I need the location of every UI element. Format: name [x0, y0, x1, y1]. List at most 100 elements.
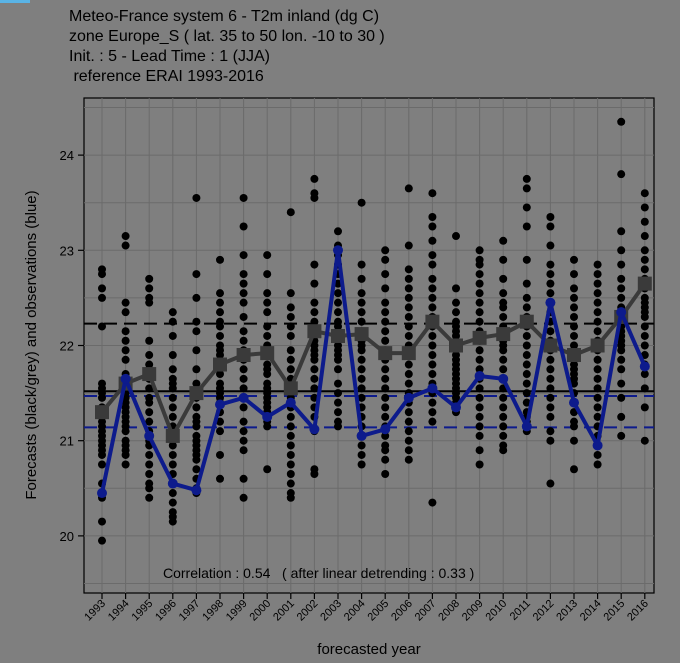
member-point-2004 — [357, 355, 366, 364]
member-point-2005 — [381, 470, 390, 479]
member-point-1998 — [216, 308, 224, 317]
member-point-2003 — [334, 322, 342, 331]
member-point-2016 — [640, 322, 649, 331]
member-point-2009 — [475, 260, 484, 269]
member-point-2003 — [334, 308, 342, 317]
x-tick-label: 2010 — [484, 598, 510, 624]
member-point-2009 — [475, 246, 484, 255]
member-point-2003 — [334, 422, 342, 431]
member-point-2011 — [522, 174, 531, 183]
member-point-1994 — [121, 241, 130, 250]
x-tick-label: 2014 — [578, 598, 604, 624]
chart-title: Meteo-France system 6 - T2m inland (dg C… — [69, 8, 385, 85]
reference-lines — [84, 322, 654, 429]
member-point-1999 — [239, 298, 248, 307]
y-axis-label: Forecasts (black/grey) and observations … — [23, 190, 40, 499]
member-point-2006 — [404, 265, 413, 274]
member-point-1995 — [145, 336, 154, 345]
member-point-2009 — [475, 270, 484, 279]
member-point-1999 — [239, 193, 248, 202]
member-point-2001 — [286, 365, 295, 374]
member-point-2008 — [452, 284, 460, 293]
member-point-2014 — [593, 450, 602, 459]
x-tick-label: 2016 — [625, 598, 651, 624]
member-point-2012 — [546, 279, 555, 288]
member-point-2016 — [640, 403, 649, 412]
member-point-2007 — [428, 417, 437, 426]
member-point-2012 — [546, 374, 555, 383]
series-marker-1995 — [142, 367, 157, 382]
member-point-2011 — [522, 360, 531, 369]
member-point-2003 — [334, 398, 342, 407]
member-point-2011 — [522, 389, 531, 398]
series-marker-2008 — [449, 338, 463, 353]
member-point-2011 — [522, 279, 531, 288]
member-point-2011 — [522, 293, 531, 302]
member-point-1999 — [239, 289, 248, 298]
member-point-2012 — [546, 365, 555, 374]
member-point-2012 — [546, 327, 555, 336]
member-point-2003 — [334, 365, 342, 374]
series-marker-2014 — [590, 338, 605, 353]
y-tick-label: 23 — [60, 243, 74, 258]
member-point-2013 — [570, 284, 578, 293]
series-marker-1998 — [215, 399, 225, 410]
member-point-2014 — [593, 355, 602, 364]
title-line-4: reference ERAI 1993-2016 — [69, 68, 264, 85]
member-point-2001 — [286, 422, 295, 431]
member-point-2001 — [286, 493, 295, 502]
member-point-2016 — [640, 436, 649, 445]
member-point-2007 — [428, 251, 437, 260]
member-point-2004 — [357, 365, 366, 374]
member-point-2005 — [381, 336, 390, 345]
member-point-1994 — [121, 450, 130, 459]
series-marker-2011 — [521, 421, 532, 432]
member-point-2001 — [286, 450, 295, 459]
member-point-2002 — [310, 470, 319, 479]
x-tick-label: 2015 — [602, 598, 628, 624]
series-marker-1999 — [236, 348, 251, 363]
member-point-1996 — [168, 365, 177, 374]
member-point-1996 — [168, 403, 177, 412]
member-point-1997 — [192, 455, 201, 464]
member-point-2000 — [263, 465, 272, 474]
member-point-1994 — [121, 298, 130, 307]
member-point-1999 — [239, 222, 248, 231]
member-point-1995 — [145, 298, 154, 307]
series-marker-2000 — [262, 411, 273, 422]
member-point-2012 — [546, 427, 555, 436]
member-point-1998 — [216, 298, 224, 307]
member-point-2005 — [381, 308, 390, 317]
member-point-2003 — [334, 389, 342, 398]
member-point-1999 — [239, 365, 248, 374]
x-tick-label: 1995 — [130, 598, 156, 624]
member-point-2014 — [593, 393, 602, 402]
member-point-2004 — [357, 198, 366, 207]
member-point-2006 — [404, 284, 413, 293]
member-point-2005 — [381, 298, 390, 307]
member-point-2002 — [310, 365, 319, 374]
member-point-2013 — [570, 331, 578, 340]
member-point-2010 — [499, 431, 508, 440]
member-point-2005 — [381, 403, 390, 412]
y-tick-label: 24 — [60, 148, 74, 163]
member-point-2014 — [593, 374, 602, 383]
member-point-1994 — [121, 355, 130, 364]
member-point-2015 — [617, 227, 626, 236]
member-point-2001 — [286, 441, 295, 450]
series-marker-2016 — [639, 361, 650, 372]
x-tick-label: 2009 — [460, 598, 486, 624]
member-point-1995 — [145, 484, 154, 493]
member-point-1999 — [239, 436, 248, 445]
member-point-2003 — [334, 289, 342, 298]
x-tick-label: 2000 — [248, 598, 274, 624]
member-point-2016 — [640, 341, 649, 350]
member-point-2010 — [499, 236, 508, 245]
member-point-2001 — [286, 289, 295, 298]
member-point-2009 — [475, 317, 484, 326]
member-point-2001 — [286, 346, 295, 355]
member-point-2010 — [499, 393, 508, 402]
member-point-2013 — [570, 465, 578, 474]
member-point-1998 — [216, 474, 224, 483]
member-point-2007 — [428, 408, 437, 417]
